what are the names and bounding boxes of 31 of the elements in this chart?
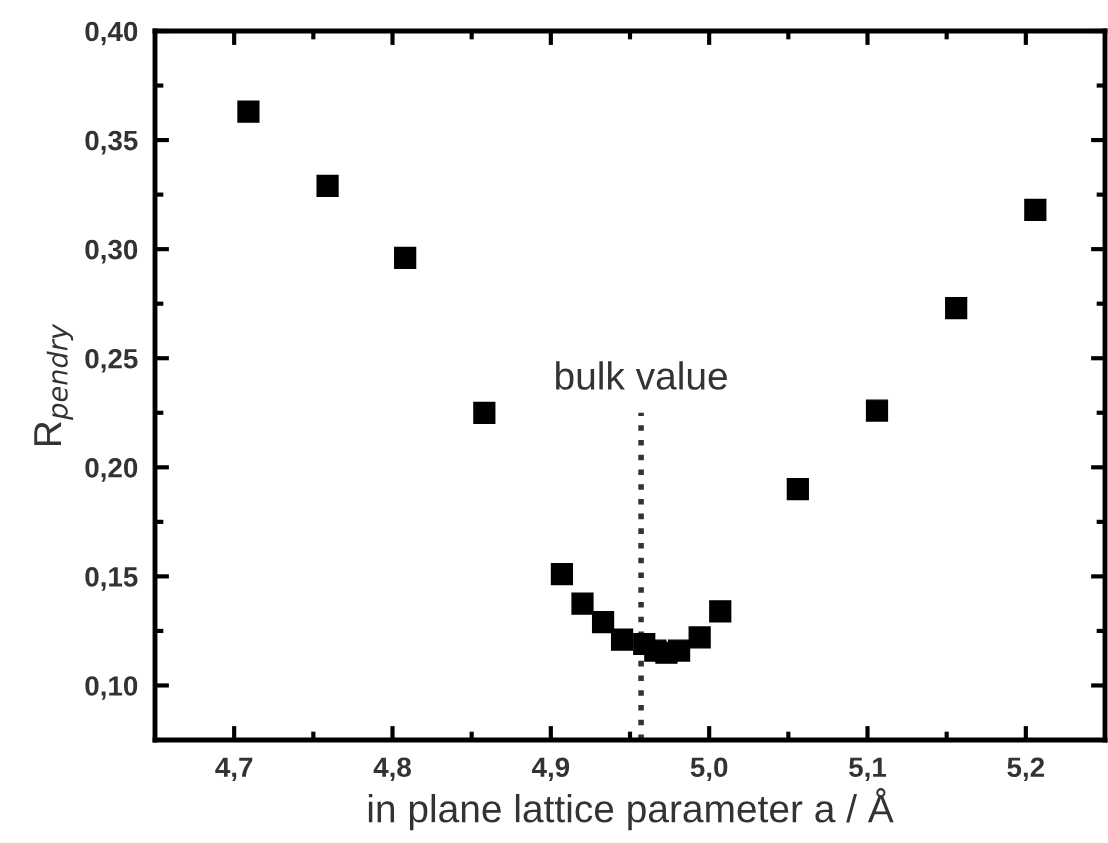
point [945,296,968,320]
point [394,246,417,269]
y-axis-title: R$_{pendry}$ [34,323,74,446]
y-tick-label: 0,30 [85,239,138,264]
y-tick-label: 0,10 [85,676,138,700]
y-tick-label: 0,15 [85,567,138,591]
x-tick-label: 5,1 [849,757,887,782]
point [316,174,339,198]
x-tick-label: 5,2 [1007,757,1045,782]
y-tick-label: 0,40 [85,21,138,46]
point [610,628,634,651]
point [865,399,889,422]
y-tick-label: 0,35 [85,130,138,155]
y-tick-label: 0,20 [85,457,138,482]
x-tick-label: 4,8 [373,757,411,782]
x-tick-label: 4,7 [215,757,253,782]
x-tick-label: 4,9 [531,757,570,782]
point [688,626,711,649]
point [550,563,574,586]
x-tick-label: 5,0 [690,757,728,782]
y-tick-label: 0,25 [85,348,138,373]
ref-line-label: bulk value [556,361,727,390]
point [237,100,260,123]
point [667,639,691,662]
point [786,478,809,501]
point [571,592,594,615]
point [709,600,732,623]
x-axis-title: in plane lattice parameter a / Å [368,788,894,831]
point [473,401,496,424]
point [1024,198,1047,221]
point [591,611,615,634]
